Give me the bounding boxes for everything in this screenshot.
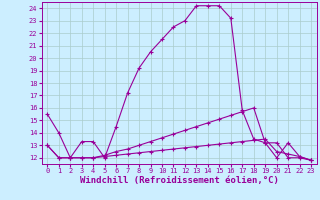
X-axis label: Windchill (Refroidissement éolien,°C): Windchill (Refroidissement éolien,°C) (80, 176, 279, 185)
